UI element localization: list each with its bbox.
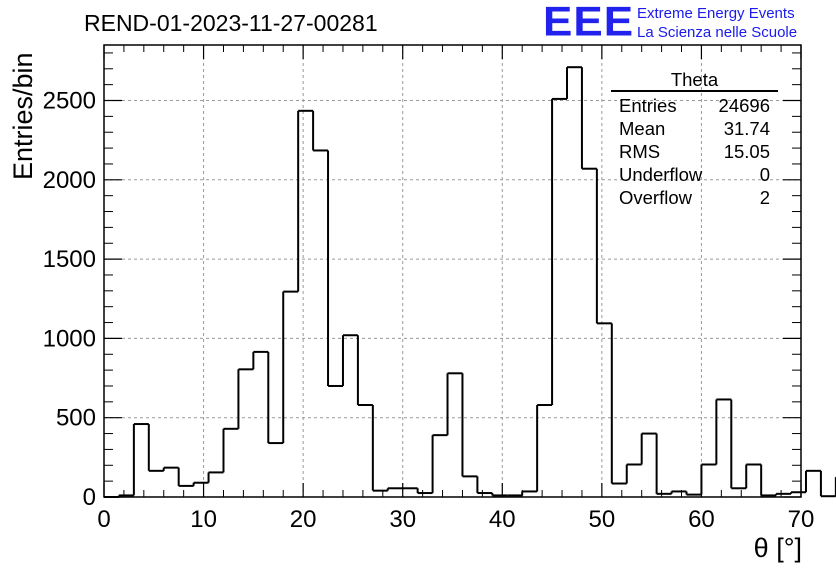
stats-label: Entries <box>619 95 677 116</box>
stats-label: Underflow <box>619 164 703 185</box>
logo-caption: Extreme Energy Events La Scienza nelle S… <box>637 4 797 42</box>
logo-line-1: Extreme Energy Events <box>637 5 795 22</box>
stats-value: 0 <box>759 164 770 185</box>
stats-row-overflow: Overflow 2 <box>611 186 778 209</box>
stats-box: Theta Entries 24696 Mean 31.74 RMS 15.05… <box>611 70 778 209</box>
y-axis-label: Entries/bin <box>8 52 38 180</box>
stats-value: 2 <box>759 187 770 208</box>
stats-row-underflow: Underflow 0 <box>611 163 778 186</box>
stats-row-entries: Entries 24696 <box>611 94 778 117</box>
x-tick-label: 10 <box>190 506 217 533</box>
stats-row-rms: RMS 15.05 <box>611 140 778 163</box>
x-tick-label: 20 <box>290 506 317 533</box>
x-tick-label: 40 <box>489 506 516 533</box>
stats-label: RMS <box>619 141 661 162</box>
y-tick-label: 0 <box>83 484 96 511</box>
eee-logo: EEE <box>543 0 635 45</box>
stats-label: Mean <box>619 118 666 139</box>
stats-value: 24696 <box>718 95 770 116</box>
stats-row-mean: Mean 31.74 <box>611 117 778 140</box>
logo-line-2: La Scienza nelle Scuole <box>637 24 798 41</box>
y-tick-label: 2000 <box>43 167 96 194</box>
grid-lines <box>104 45 801 497</box>
x-tick-label: 0 <box>97 506 110 533</box>
x-axis-label: θ [°] <box>753 533 802 563</box>
y-tick-label: 1000 <box>43 325 96 352</box>
stats-title: Theta <box>611 70 778 92</box>
run-title: REND-01-2023-11-27-00281 <box>84 10 378 36</box>
histogram-bins <box>104 66 836 498</box>
axis-ticks <box>103 45 802 498</box>
plot-frame <box>103 44 802 498</box>
x-tick-label: 50 <box>589 506 616 533</box>
y-tick-label: 500 <box>56 405 96 432</box>
y-tick-label: 1500 <box>43 246 96 273</box>
x-tick-label: 70 <box>788 506 815 533</box>
stats-label: Overflow <box>619 187 692 208</box>
x-tick-label: 60 <box>688 506 715 533</box>
stats-value: 31.74 <box>723 118 770 139</box>
stats-value: 15.05 <box>723 141 770 162</box>
plot-frame-rect <box>103 44 802 498</box>
x-tick-label: 30 <box>389 506 416 533</box>
y-tick-label: 2500 <box>43 88 96 115</box>
